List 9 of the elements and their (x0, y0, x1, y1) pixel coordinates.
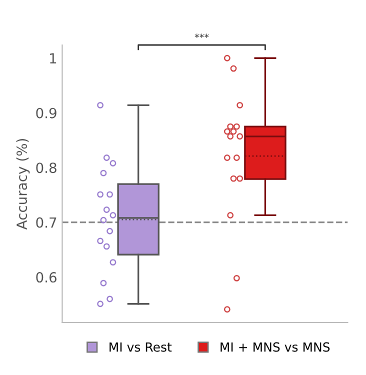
y-tick-label: 0.8 (36, 162, 56, 174)
legend-label: MI + MNS vs MNS (220, 342, 330, 352)
y-tick-label: 0.9 (36, 108, 56, 118)
y-tick-label: 0.6 (36, 272, 56, 283)
text: *** (194, 34, 209, 38)
y-tick-label: 0.7 (36, 217, 56, 228)
y-axis-title: Accuracy (%) (16, 139, 30, 230)
legend-label: MI vs Rest (110, 342, 172, 352)
y-tick-label: 1 (50, 53, 56, 64)
